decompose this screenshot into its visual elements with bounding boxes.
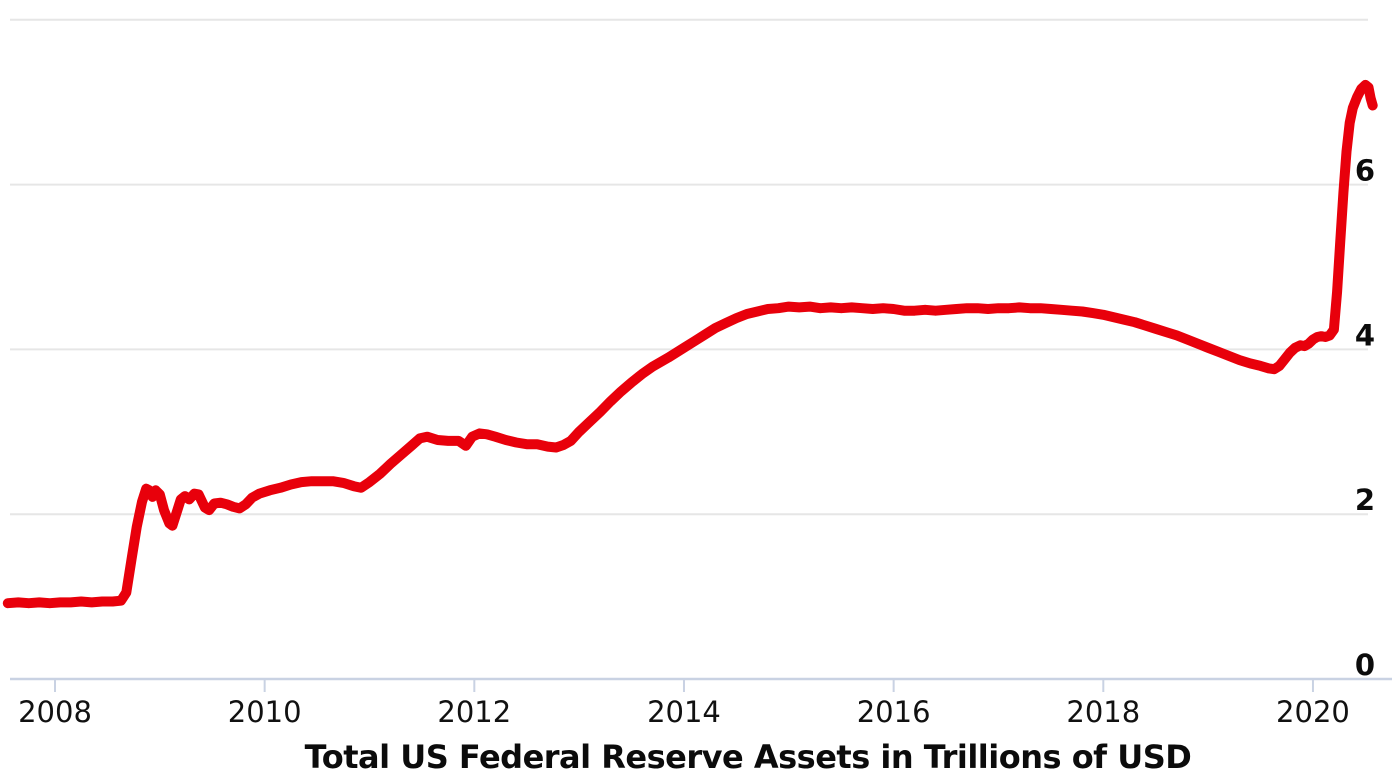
x-tick-label-2016: 2016 [857, 695, 931, 729]
x-tick-label-2018: 2018 [1066, 695, 1140, 729]
x-tick-label-2014: 2014 [647, 695, 721, 729]
x-tick-label-2012: 2012 [437, 695, 511, 729]
series-line-fed-total-assets [2, 79, 1378, 609]
x-tick-label-2008: 2008 [18, 695, 92, 729]
x-tick-label-2020: 2020 [1276, 695, 1350, 729]
y-tick-label-0: 0 [1355, 648, 1375, 682]
y-tick-label-6: 6 [1355, 154, 1375, 188]
x-tick-label-2010: 2010 [228, 695, 302, 729]
chart-title: Total US Federal Reserve Assets in Trill… [304, 738, 1192, 774]
y-tick-label-2: 2 [1355, 483, 1375, 517]
y-tick-label-4: 4 [1355, 318, 1375, 352]
